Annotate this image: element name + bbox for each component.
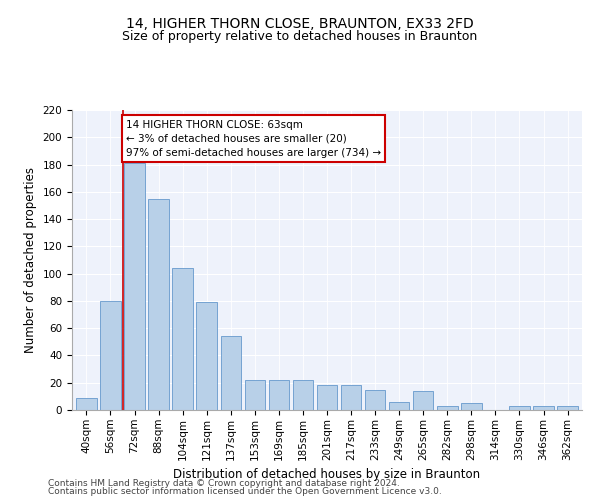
Bar: [293, 380, 313, 410]
Bar: [365, 390, 385, 410]
Bar: [557, 406, 578, 410]
Bar: [533, 406, 554, 410]
Bar: [100, 301, 121, 410]
Bar: [269, 380, 289, 410]
Bar: [317, 386, 337, 410]
Bar: [221, 336, 241, 410]
Text: Contains HM Land Registry data © Crown copyright and database right 2024.: Contains HM Land Registry data © Crown c…: [48, 478, 400, 488]
Bar: [124, 163, 145, 410]
Bar: [413, 391, 433, 410]
Bar: [389, 402, 409, 410]
Text: 14, HIGHER THORN CLOSE, BRAUNTON, EX33 2FD: 14, HIGHER THORN CLOSE, BRAUNTON, EX33 2…: [126, 18, 474, 32]
Bar: [509, 406, 530, 410]
Text: Contains public sector information licensed under the Open Government Licence v3: Contains public sector information licen…: [48, 487, 442, 496]
Bar: [196, 302, 217, 410]
Bar: [245, 380, 265, 410]
Bar: [76, 398, 97, 410]
Bar: [172, 268, 193, 410]
X-axis label: Distribution of detached houses by size in Braunton: Distribution of detached houses by size …: [173, 468, 481, 481]
Y-axis label: Number of detached properties: Number of detached properties: [24, 167, 37, 353]
Bar: [341, 386, 361, 410]
Text: 14 HIGHER THORN CLOSE: 63sqm
← 3% of detached houses are smaller (20)
97% of sem: 14 HIGHER THORN CLOSE: 63sqm ← 3% of det…: [126, 120, 381, 158]
Bar: [148, 198, 169, 410]
Bar: [437, 406, 458, 410]
Bar: [461, 403, 482, 410]
Text: Size of property relative to detached houses in Braunton: Size of property relative to detached ho…: [122, 30, 478, 43]
